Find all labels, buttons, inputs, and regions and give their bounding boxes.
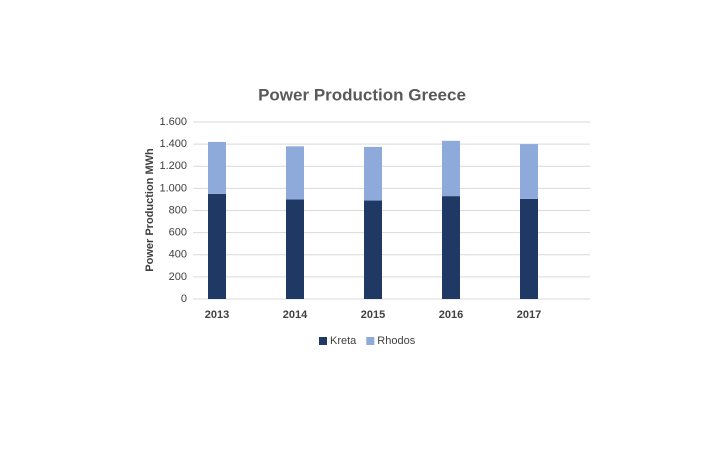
x-tick-label: 2014 <box>283 309 308 321</box>
bar-segment <box>208 193 226 299</box>
legend-swatch <box>319 337 327 345</box>
y-tick-label: 800 <box>169 204 187 216</box>
bar-segment <box>442 140 460 197</box>
y-tick-label: 1.200 <box>159 160 187 172</box>
bar-segment <box>442 196 460 299</box>
bar-segment <box>286 199 304 299</box>
bar-segment <box>286 146 304 200</box>
y-tick-label: 1.000 <box>159 182 187 194</box>
y-tick-label: 0 <box>181 293 187 305</box>
y-tick-label: 600 <box>169 227 187 239</box>
legend-label: Kreta <box>330 335 357 347</box>
chart-title: Power Production Greece <box>258 85 466 104</box>
bar-segment <box>520 144 538 199</box>
bar-segment <box>364 146 382 201</box>
bar-segment <box>520 198 538 299</box>
y-tick-label: 1.400 <box>159 138 187 150</box>
legend-label: Rhodos <box>377 335 415 347</box>
x-tick-label: 2013 <box>205 309 229 321</box>
y-tick-label: 1.600 <box>159 116 187 128</box>
y-tick-label: 200 <box>169 271 187 283</box>
bar-segment <box>208 141 226 194</box>
x-tick-label: 2015 <box>361 309 385 321</box>
x-tick-label: 2017 <box>517 309 541 321</box>
legend-swatch <box>366 337 375 345</box>
y-tick-label: 400 <box>169 249 187 261</box>
bar-segment <box>364 200 382 299</box>
y-axis-label: Power Production MWh <box>144 148 156 272</box>
x-tick-label: 2016 <box>439 309 463 321</box>
